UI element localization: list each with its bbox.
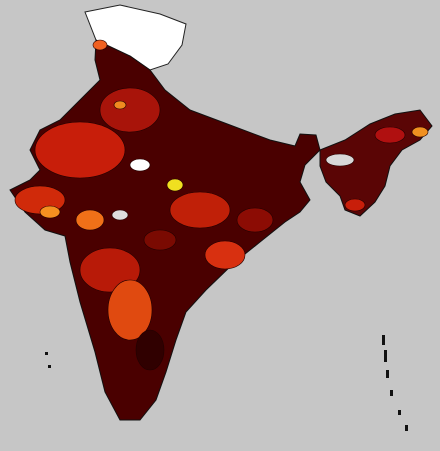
district-patches [14, 39, 429, 371]
patch [411, 126, 429, 138]
island [405, 425, 408, 431]
island [48, 365, 51, 368]
patch [166, 178, 184, 192]
patch [204, 240, 246, 270]
island [386, 370, 389, 378]
patch [143, 229, 177, 251]
patch [75, 209, 105, 231]
patch [34, 121, 126, 179]
patch [236, 207, 274, 233]
patch [129, 158, 151, 172]
patch [39, 205, 61, 219]
patch [169, 191, 231, 229]
island [384, 350, 387, 362]
patch [325, 153, 355, 167]
island [398, 410, 401, 415]
patch [344, 198, 366, 212]
patch [113, 100, 127, 110]
patch [135, 329, 165, 371]
island [45, 352, 48, 355]
patch [107, 279, 153, 341]
island [390, 390, 393, 396]
patch [99, 87, 161, 133]
patch [92, 39, 108, 51]
patch [111, 209, 129, 221]
patch [374, 126, 406, 144]
islands [45, 335, 408, 431]
island [382, 335, 385, 345]
